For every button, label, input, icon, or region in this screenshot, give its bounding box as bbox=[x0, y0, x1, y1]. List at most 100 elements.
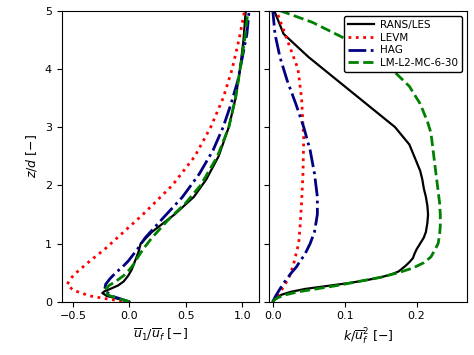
LM-L2-MC-6-30 bbox=[389, 67, 394, 71]
HAG bbox=[126, 259, 131, 263]
HAG bbox=[315, 212, 320, 217]
LM-L2-MC-6-30 bbox=[432, 248, 438, 253]
LEVM bbox=[192, 154, 198, 158]
Legend: RANS/LES, LEVM, HAG, LM-L2-MC-6-30: RANS/LES, LEVM, HAG, LM-L2-MC-6-30 bbox=[344, 16, 462, 72]
Line: LEVM: LEVM bbox=[67, 11, 245, 302]
HAG bbox=[294, 265, 300, 269]
HAG bbox=[109, 294, 114, 298]
RANS/LES bbox=[407, 260, 412, 264]
RANS/LES bbox=[396, 269, 401, 274]
HAG bbox=[210, 148, 216, 153]
RANS/LES bbox=[243, 9, 248, 13]
LM-L2-MC-6-30 bbox=[429, 142, 435, 147]
RANS/LES bbox=[107, 287, 113, 291]
LM-L2-MC-6-30 bbox=[270, 300, 276, 304]
HAG bbox=[142, 236, 148, 240]
HAG bbox=[246, 9, 252, 13]
RANS/LES bbox=[403, 263, 409, 268]
RANS/LES bbox=[149, 230, 155, 234]
LEVM bbox=[87, 294, 93, 298]
RANS/LES bbox=[133, 256, 139, 260]
RANS/LES bbox=[410, 151, 416, 155]
LM-L2-MC-6-30 bbox=[233, 96, 238, 100]
LM-L2-MC-6-30 bbox=[421, 261, 427, 265]
LM-L2-MC-6-30 bbox=[165, 218, 171, 222]
LM-L2-MC-6-30 bbox=[183, 201, 189, 205]
RANS/LES bbox=[306, 55, 311, 59]
HAG bbox=[235, 78, 241, 83]
LEVM bbox=[140, 212, 146, 217]
RANS/LES bbox=[272, 298, 277, 302]
LM-L2-MC-6-30 bbox=[437, 201, 442, 205]
LEVM bbox=[73, 271, 79, 275]
LM-L2-MC-6-30 bbox=[106, 283, 112, 288]
LEVM bbox=[170, 183, 175, 187]
LM-L2-MC-6-30 bbox=[135, 256, 140, 260]
LEVM bbox=[273, 294, 279, 298]
RANS/LES bbox=[417, 169, 423, 173]
HAG bbox=[311, 171, 317, 176]
HAG bbox=[276, 288, 282, 292]
RANS/LES bbox=[423, 230, 429, 234]
LEVM bbox=[293, 253, 299, 257]
LEVM bbox=[273, 9, 279, 13]
LEVM bbox=[236, 38, 242, 42]
RANS/LES bbox=[392, 125, 398, 129]
HAG bbox=[272, 32, 278, 36]
RANS/LES bbox=[400, 267, 405, 271]
RANS/LES bbox=[423, 195, 429, 199]
LM-L2-MC-6-30 bbox=[103, 291, 109, 295]
LEVM bbox=[127, 300, 132, 304]
HAG bbox=[280, 282, 286, 286]
HAG bbox=[220, 125, 226, 129]
RANS/LES bbox=[425, 212, 431, 217]
LM-L2-MC-6-30 bbox=[102, 288, 108, 292]
RANS/LES bbox=[378, 113, 383, 118]
HAG bbox=[103, 282, 109, 286]
LM-L2-MC-6-30 bbox=[295, 290, 301, 294]
RANS/LES bbox=[216, 154, 221, 158]
LM-L2-MC-6-30 bbox=[432, 166, 438, 170]
HAG bbox=[270, 9, 276, 13]
HAG bbox=[289, 271, 294, 275]
RANS/LES bbox=[272, 9, 277, 13]
RANS/LES bbox=[233, 96, 238, 100]
RANS/LES bbox=[100, 291, 105, 295]
RANS/LES bbox=[389, 272, 394, 277]
LM-L2-MC-6-30 bbox=[215, 154, 220, 158]
LEVM bbox=[284, 38, 290, 42]
RANS/LES bbox=[417, 241, 423, 246]
X-axis label: $\overline{u}_1/\overline{u}_f\ [-]$: $\overline{u}_1/\overline{u}_f\ [-]$ bbox=[133, 327, 188, 343]
RANS/LES bbox=[302, 287, 308, 291]
LEVM bbox=[286, 276, 292, 280]
HAG bbox=[311, 230, 317, 234]
LM-L2-MC-6-30 bbox=[277, 9, 283, 13]
HAG bbox=[239, 55, 245, 59]
HAG bbox=[307, 241, 313, 246]
Line: LEVM: LEVM bbox=[273, 11, 304, 302]
RANS/LES bbox=[356, 96, 362, 100]
LEVM bbox=[297, 224, 303, 228]
LM-L2-MC-6-30 bbox=[310, 20, 315, 24]
HAG bbox=[273, 294, 279, 298]
RANS/LES bbox=[421, 236, 427, 240]
LEVM bbox=[208, 125, 214, 129]
HAG bbox=[284, 78, 290, 83]
RANS/LES bbox=[138, 241, 144, 246]
HAG bbox=[127, 300, 132, 304]
LEVM bbox=[121, 230, 127, 234]
RANS/LES bbox=[400, 134, 405, 138]
LM-L2-MC-6-30 bbox=[438, 212, 443, 217]
RANS/LES bbox=[241, 38, 246, 42]
RANS/LES bbox=[419, 178, 425, 182]
HAG bbox=[270, 300, 276, 304]
LEVM bbox=[87, 259, 93, 263]
Line: LM-L2-MC-6-30: LM-L2-MC-6-30 bbox=[273, 11, 440, 302]
Y-axis label: $z/d\ [-]$: $z/d\ [-]$ bbox=[24, 134, 39, 178]
HAG bbox=[297, 259, 303, 263]
RANS/LES bbox=[226, 125, 232, 129]
LM-L2-MC-6-30 bbox=[396, 271, 401, 275]
X-axis label: $k/\overline{u}_f^2\ [-]$: $k/\overline{u}_f^2\ [-]$ bbox=[343, 327, 393, 347]
LM-L2-MC-6-30 bbox=[378, 275, 383, 279]
LM-L2-MC-6-30 bbox=[410, 266, 416, 270]
